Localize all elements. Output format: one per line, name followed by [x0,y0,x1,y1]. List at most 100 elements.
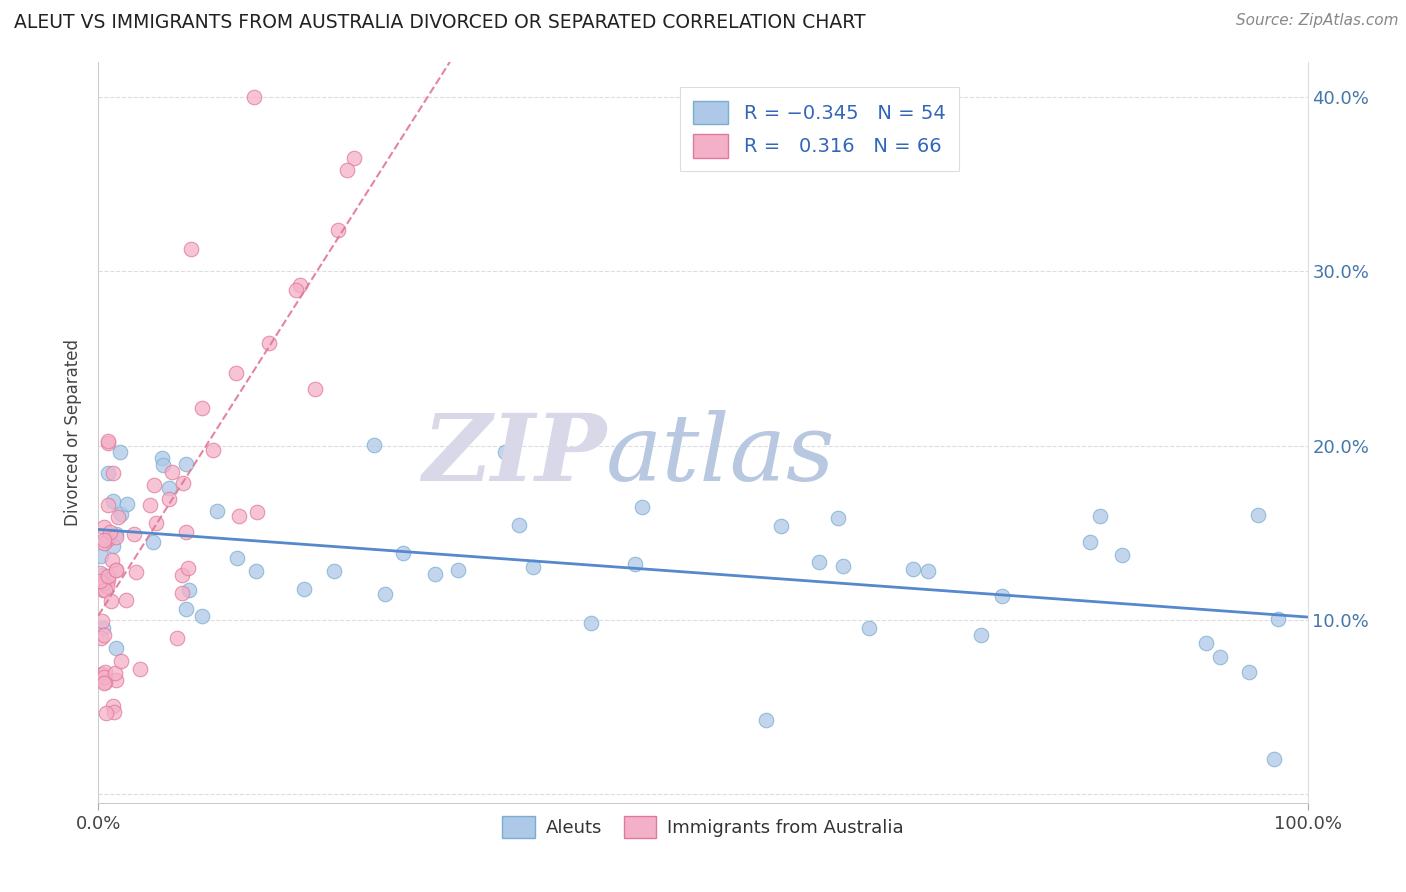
Point [1237,665,1260,680]
Point [246,505,269,519]
Point [125,566,148,580]
Point [827,511,849,525]
Point [152,458,174,472]
Point [191,401,214,415]
Point [97,569,120,583]
Point [1263,752,1285,766]
Point [225,366,247,380]
Point [1088,509,1111,524]
Point [89,566,111,580]
Point [97,573,120,587]
Point [970,628,993,642]
Point [917,564,939,578]
Point [93,670,115,684]
Point [630,500,652,515]
Point [97,467,120,481]
Point [138,498,160,512]
Text: ALEUT VS IMMIGRANTS FROM AUSTRALIA DIVORCED OR SEPARATED CORRELATION CHART: ALEUT VS IMMIGRANTS FROM AUSTRALIA DIVOR… [14,13,866,32]
Point [1209,650,1232,665]
Point [292,582,315,596]
Point [624,558,647,572]
Point [201,442,224,457]
Point [423,566,446,581]
Point [225,550,247,565]
Point [128,662,150,676]
Point [90,667,112,681]
Point [94,665,117,680]
Point [150,450,173,465]
Point [115,497,138,511]
Point [326,223,349,237]
Point [170,586,193,600]
Point [174,601,197,615]
Point [166,631,188,645]
Point [93,533,115,548]
Point [903,562,925,576]
Point [174,457,197,471]
Point [89,632,111,646]
Point [322,564,344,578]
Point [1267,612,1289,626]
Point [1111,549,1133,563]
Point [342,151,364,165]
Point [157,492,180,507]
Point [91,567,114,582]
Point [205,504,228,518]
Point [858,621,880,635]
Point [124,527,146,541]
Point [143,478,166,492]
Point [115,592,138,607]
Point [145,516,167,530]
Point [93,575,115,590]
Point [392,546,415,560]
Point [157,481,180,495]
Point [107,509,129,524]
Point [104,673,127,687]
Point [97,436,120,450]
Point [89,574,111,589]
Point [522,559,544,574]
Point [98,524,121,539]
Point [245,564,267,578]
Point [103,540,125,554]
Point [108,445,131,459]
Point [770,519,793,533]
Point [93,536,115,550]
Point [1195,635,1218,649]
Point [103,698,125,713]
Point [103,705,125,719]
Point [808,554,831,568]
Point [174,525,197,540]
Point [170,567,193,582]
Point [90,549,112,564]
Point [257,336,280,351]
Point [93,676,115,690]
Point [97,434,120,448]
Point [191,609,214,624]
Point [101,466,124,480]
Point [110,655,132,669]
Text: ZIP: ZIP [422,409,606,500]
Point [579,615,602,630]
Point [285,283,308,297]
Point [160,466,183,480]
Point [93,675,115,690]
Point [105,526,128,541]
Point [91,615,114,629]
Point [172,476,194,491]
Point [94,706,117,720]
Point [336,163,359,178]
Point [176,561,198,575]
Point [288,277,311,292]
Point [991,589,1014,603]
Point [104,641,127,656]
Point [494,445,516,459]
Point [105,530,128,544]
Point [304,383,326,397]
Legend: Aleuts, Immigrants from Australia: Aleuts, Immigrants from Australia [495,809,911,846]
Point [96,579,118,593]
Point [103,494,125,508]
Point [104,666,127,681]
Point [96,533,118,547]
Point [755,713,778,727]
